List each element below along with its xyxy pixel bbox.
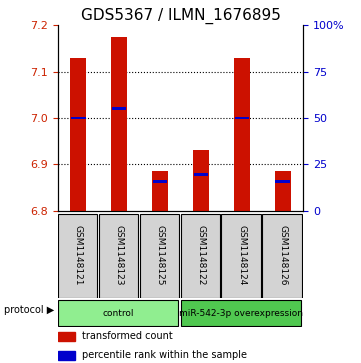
Text: GSM1148122: GSM1148122 xyxy=(196,225,205,285)
FancyBboxPatch shape xyxy=(58,300,178,326)
Bar xyxy=(193,173,208,176)
Bar xyxy=(58,351,75,360)
FancyBboxPatch shape xyxy=(140,214,179,298)
Text: control: control xyxy=(103,309,134,318)
Text: GSM1148125: GSM1148125 xyxy=(156,225,165,285)
Text: miR-542-3p overexpression: miR-542-3p overexpression xyxy=(179,309,303,318)
Bar xyxy=(70,58,86,211)
Bar xyxy=(58,332,75,341)
Bar xyxy=(153,180,168,183)
Text: GSM1148124: GSM1148124 xyxy=(238,225,246,285)
FancyBboxPatch shape xyxy=(99,214,138,298)
Text: percentile rank within the sample: percentile rank within the sample xyxy=(82,350,247,360)
Bar xyxy=(71,117,86,119)
Bar xyxy=(112,107,126,110)
FancyBboxPatch shape xyxy=(58,214,97,298)
Bar xyxy=(193,150,209,211)
FancyBboxPatch shape xyxy=(262,214,302,298)
FancyBboxPatch shape xyxy=(180,300,301,326)
Text: GSM1148126: GSM1148126 xyxy=(278,225,287,285)
FancyBboxPatch shape xyxy=(180,214,220,298)
Title: GDS5367 / ILMN_1676895: GDS5367 / ILMN_1676895 xyxy=(81,8,280,24)
Text: transformed count: transformed count xyxy=(82,331,173,342)
Bar xyxy=(111,37,127,211)
FancyBboxPatch shape xyxy=(221,214,261,298)
Bar xyxy=(275,171,291,211)
Text: GSM1148123: GSM1148123 xyxy=(115,225,123,285)
Text: GSM1148121: GSM1148121 xyxy=(74,225,83,285)
Bar xyxy=(235,117,249,119)
Bar xyxy=(234,58,250,211)
Text: protocol ▶: protocol ▶ xyxy=(4,305,54,315)
Bar xyxy=(275,180,290,183)
Bar xyxy=(152,171,168,211)
